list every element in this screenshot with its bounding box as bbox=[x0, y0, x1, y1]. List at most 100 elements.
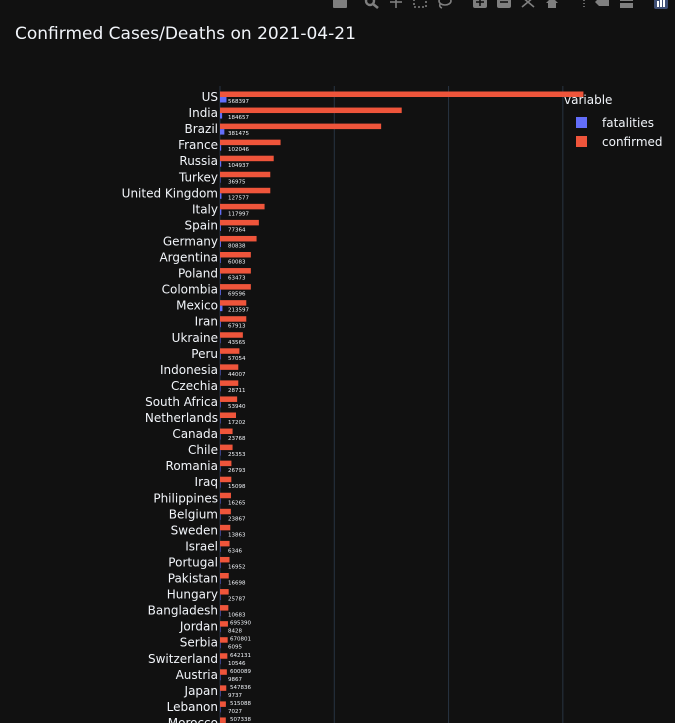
bar-confirmed-russia bbox=[220, 155, 274, 162]
data-label-fatalities-brazil: 381475 bbox=[228, 131, 249, 137]
reset-axes-icon[interactable] bbox=[544, 0, 560, 9]
data-label-fatalities-argentina: 60083 bbox=[228, 260, 246, 266]
y-tick-label-south-africa: South Africa bbox=[145, 395, 218, 409]
bar-fatalities-us bbox=[220, 97, 227, 103]
y-tick-label-pakistan: Pakistan bbox=[168, 572, 218, 586]
bar-fatalities-russia bbox=[220, 161, 222, 167]
bar-confirmed-czechia bbox=[220, 380, 239, 386]
bar-confirmed-poland bbox=[220, 268, 251, 274]
bar-fatalities-sweden bbox=[220, 530, 221, 536]
legend-item-confirmed[interactable]: confirmed bbox=[564, 132, 663, 151]
zoom-out-icon[interactable] bbox=[496, 0, 512, 9]
bar-fatalities-portugal bbox=[220, 562, 221, 568]
y-tick-label-portugal: Portugal bbox=[168, 555, 218, 569]
zoom-in-icon[interactable] bbox=[472, 0, 488, 9]
bar-confirmed-belgium bbox=[220, 508, 231, 515]
zoom-icon[interactable] bbox=[364, 0, 380, 9]
bar-confirmed-italy bbox=[220, 203, 265, 210]
bar-fatalities-switzerland bbox=[220, 658, 221, 665]
data-label-fatalities-philippines: 16265 bbox=[228, 500, 246, 506]
bar-confirmed-iran bbox=[220, 316, 247, 322]
y-tick-label-romania: Romania bbox=[166, 459, 218, 473]
bar-fatalities-south-africa bbox=[220, 401, 221, 408]
data-label-fatalities-romania: 26793 bbox=[228, 468, 246, 474]
bar-fatalities-romania bbox=[220, 466, 221, 472]
data-label-fatalities-austria: 9867 bbox=[228, 677, 242, 683]
bar-confirmed-switzerland bbox=[220, 653, 228, 659]
bar-fatalities-brazil bbox=[220, 129, 225, 135]
legend-swatch-fatalities bbox=[576, 117, 587, 128]
bar-fatalities-colombia bbox=[220, 289, 221, 296]
hover-compare-icon[interactable] bbox=[618, 0, 634, 9]
bar-fatalities-united-kingdom bbox=[220, 193, 222, 199]
autoscale-icon[interactable] bbox=[520, 0, 536, 9]
y-tick-label-russia: Russia bbox=[179, 154, 218, 168]
bar-fatalities-jordan bbox=[220, 626, 221, 633]
bar-fatalities-serbia bbox=[220, 642, 221, 649]
bar-fatalities-iraq bbox=[220, 482, 221, 488]
bar-confirmed-ukraine bbox=[220, 332, 243, 338]
plotly-logo-icon[interactable] bbox=[653, 0, 669, 9]
bar-fatalities-hungary bbox=[220, 594, 221, 601]
bar-confirmed-lebanon bbox=[220, 701, 226, 707]
bar-confirmed-romania bbox=[220, 460, 232, 467]
data-label-fatalities-us: 568397 bbox=[228, 99, 249, 105]
bar-confirmed-south-africa bbox=[220, 396, 238, 402]
legend-item-fatalities[interactable]: fatalities bbox=[564, 113, 663, 132]
data-label-fatalities-spain: 77364 bbox=[228, 227, 246, 233]
bar-confirmed-france bbox=[220, 139, 281, 146]
y-tick-label-brazil: Brazil bbox=[185, 122, 219, 136]
y-tick-label-jordan: Jordan bbox=[179, 620, 218, 634]
bar-confirmed-philippines bbox=[220, 492, 231, 499]
data-label-confirmed-switzerland: 642131 bbox=[230, 653, 251, 659]
y-tick-label-sweden: Sweden bbox=[171, 523, 218, 537]
lasso-icon[interactable] bbox=[436, 0, 452, 9]
data-label-fatalities-israel: 6346 bbox=[228, 548, 242, 554]
camera-icon[interactable] bbox=[332, 0, 348, 9]
modebar bbox=[332, 0, 675, 12]
y-tick-label-switzerland: Switzerland bbox=[148, 652, 218, 666]
bar-confirmed-morocco bbox=[220, 717, 226, 723]
legend-label-confirmed: confirmed bbox=[602, 134, 663, 149]
data-label-fatalities-russia: 104937 bbox=[228, 163, 249, 169]
data-label-confirmed-morocco: 507338 bbox=[230, 717, 251, 723]
data-label-fatalities-iraq: 15098 bbox=[228, 484, 246, 490]
y-tick-label-austria: Austria bbox=[176, 668, 218, 682]
bar-confirmed-us bbox=[220, 91, 584, 97]
y-tick-label-netherlands: Netherlands bbox=[145, 411, 218, 425]
bar-fatalities-poland bbox=[220, 273, 221, 280]
bar-fatalities-czechia bbox=[220, 385, 221, 392]
bar-confirmed-india bbox=[220, 107, 402, 114]
bar-confirmed-united-kingdom bbox=[220, 187, 271, 194]
data-label-fatalities-united-kingdom: 127577 bbox=[228, 195, 249, 201]
bar-fatalities-argentina bbox=[220, 257, 221, 263]
y-tick-label-argentina: Argentina bbox=[159, 251, 218, 265]
bar-confirmed-sweden bbox=[220, 524, 231, 531]
data-label-fatalities-canada: 23768 bbox=[228, 436, 246, 442]
bar-fatalities-mexico bbox=[220, 305, 223, 312]
data-label-fatalities-sweden: 13863 bbox=[228, 532, 246, 538]
bar-confirmed-germany bbox=[220, 235, 257, 242]
bar-fatalities-belgium bbox=[220, 514, 221, 520]
bar-fatalities-chile bbox=[220, 450, 221, 456]
data-label-fatalities-italy: 117997 bbox=[228, 211, 249, 217]
data-label-fatalities-south-africa: 53940 bbox=[228, 404, 246, 410]
bar-confirmed-japan bbox=[220, 685, 227, 691]
hover-closest-icon[interactable] bbox=[594, 0, 610, 9]
bar-fatalities-indonesia bbox=[220, 369, 221, 376]
y-tick-label-peru: Peru bbox=[191, 347, 218, 361]
y-tick-label-japan: Japan bbox=[184, 684, 218, 698]
y-tick-label-poland: Poland bbox=[178, 267, 218, 281]
y-tick-label-belgium: Belgium bbox=[169, 507, 218, 521]
bar-confirmed-austria bbox=[220, 669, 227, 675]
data-label-fatalities-france: 102046 bbox=[228, 147, 249, 153]
y-tick-label-ukraine: Ukraine bbox=[172, 331, 218, 345]
y-tick-label-philippines: Philippines bbox=[153, 491, 218, 505]
data-label-fatalities-portugal: 16952 bbox=[228, 564, 246, 570]
y-tick-label-lebanon: Lebanon bbox=[167, 700, 218, 714]
bar-fatalities-japan bbox=[220, 690, 221, 697]
box-select-icon[interactable] bbox=[412, 0, 428, 9]
pan-icon[interactable] bbox=[388, 0, 404, 9]
data-label-fatalities-indonesia: 44007 bbox=[228, 372, 246, 378]
